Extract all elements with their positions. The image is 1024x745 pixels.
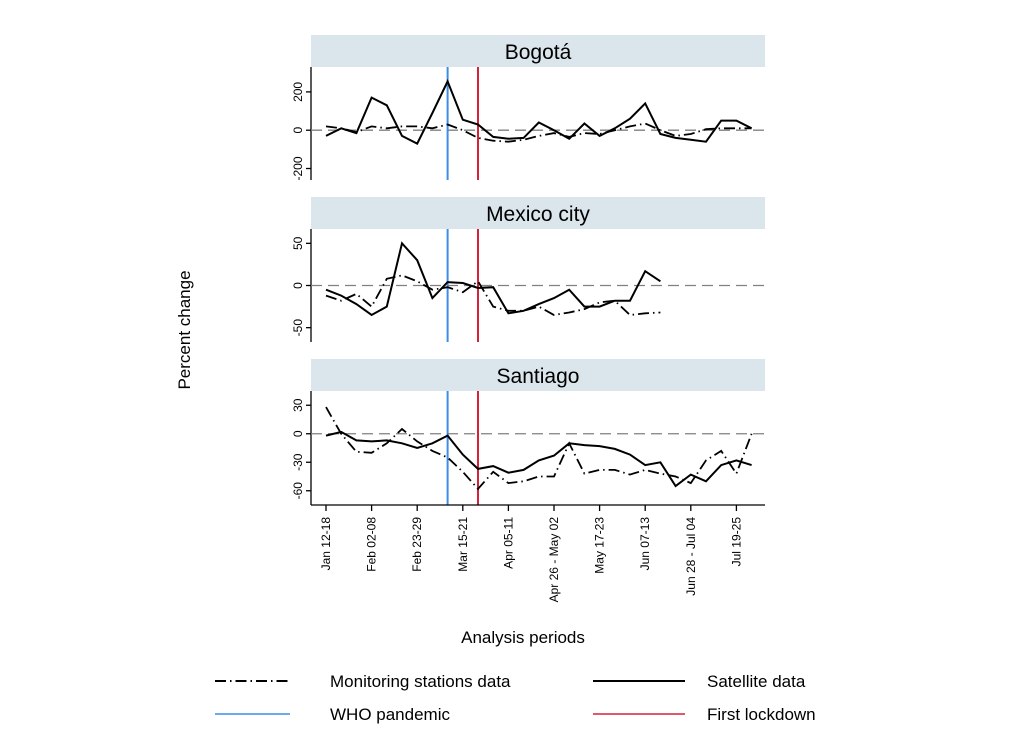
legend-label: Satellite data bbox=[707, 672, 806, 691]
legend-item: Satellite data bbox=[593, 672, 806, 691]
legend-item: WHO pandemic bbox=[215, 705, 450, 724]
x-tick-label: Jun 07-13 bbox=[638, 517, 652, 571]
x-tick-label: Feb 23-29 bbox=[410, 517, 424, 572]
legend-label: Monitoring stations data bbox=[330, 672, 511, 691]
x-tick-label: May 17-23 bbox=[593, 517, 607, 574]
legend-item: First lockdown bbox=[593, 705, 816, 724]
panel-title: Santiago bbox=[497, 365, 580, 388]
y-tick-label: -200 bbox=[291, 156, 305, 180]
y-tick-label: -60 bbox=[291, 482, 305, 500]
y-tick-label: 200 bbox=[291, 82, 305, 102]
legend: Monitoring stations data Satellite data WH… bbox=[215, 672, 816, 724]
y-tick-label: 50 bbox=[291, 236, 305, 250]
x-tick-label: Jun 28 - Jul 04 bbox=[684, 517, 698, 596]
panel-santiago: Santiago -60 -30 0 30 bbox=[291, 359, 765, 505]
x-tick-label: Jul 19-25 bbox=[729, 517, 743, 567]
y-tick-label: -50 bbox=[291, 319, 305, 337]
satellite-data-line bbox=[325, 430, 752, 488]
y-tick-label: 0 bbox=[291, 127, 305, 134]
y-tick-label: 0 bbox=[291, 430, 305, 437]
x-axis-title: Analysis periods bbox=[461, 628, 585, 647]
legend-item: Monitoring stations data bbox=[215, 672, 511, 691]
legend-label: WHO pandemic bbox=[330, 705, 450, 724]
panel-title: Bogotá bbox=[505, 41, 572, 64]
x-tick-label: Feb 02-08 bbox=[365, 517, 379, 572]
panel-mexico-city: Mexico city -50 0 50 bbox=[291, 197, 765, 342]
x-tick-label: Apr 26 - May 02 bbox=[547, 517, 561, 603]
y-axis-title: Percent change bbox=[175, 270, 194, 389]
y-tick-label: 30 bbox=[291, 398, 305, 412]
legend-label: First lockdown bbox=[707, 705, 816, 724]
monitoring-stations-data-line bbox=[325, 274, 661, 316]
panel-bogot-: Bogotá -200 0 200 bbox=[291, 35, 765, 181]
panel-strip bbox=[311, 359, 765, 391]
y-tick-label: -30 bbox=[291, 453, 305, 471]
panel-title: Mexico city bbox=[486, 203, 590, 226]
x-axis: Jan 12-18 Feb 02-08 Feb 23-29 Mar 15-21 Apr … bbox=[311, 504, 765, 603]
panels: Bogotá -200 0 200 Mexico city -50 0 50 Santiago -… bbox=[291, 35, 765, 505]
satellite-data-line bbox=[325, 241, 661, 317]
panel-strip bbox=[311, 197, 765, 229]
x-tick-label: Apr 05-11 bbox=[501, 517, 515, 569]
panel-strip bbox=[311, 35, 765, 67]
satellite-data-line bbox=[325, 78, 753, 145]
x-tick-label: Mar 15-21 bbox=[456, 517, 470, 572]
y-tick-label: 0 bbox=[291, 282, 305, 289]
x-tick-label: Jan 12-18 bbox=[319, 517, 333, 571]
